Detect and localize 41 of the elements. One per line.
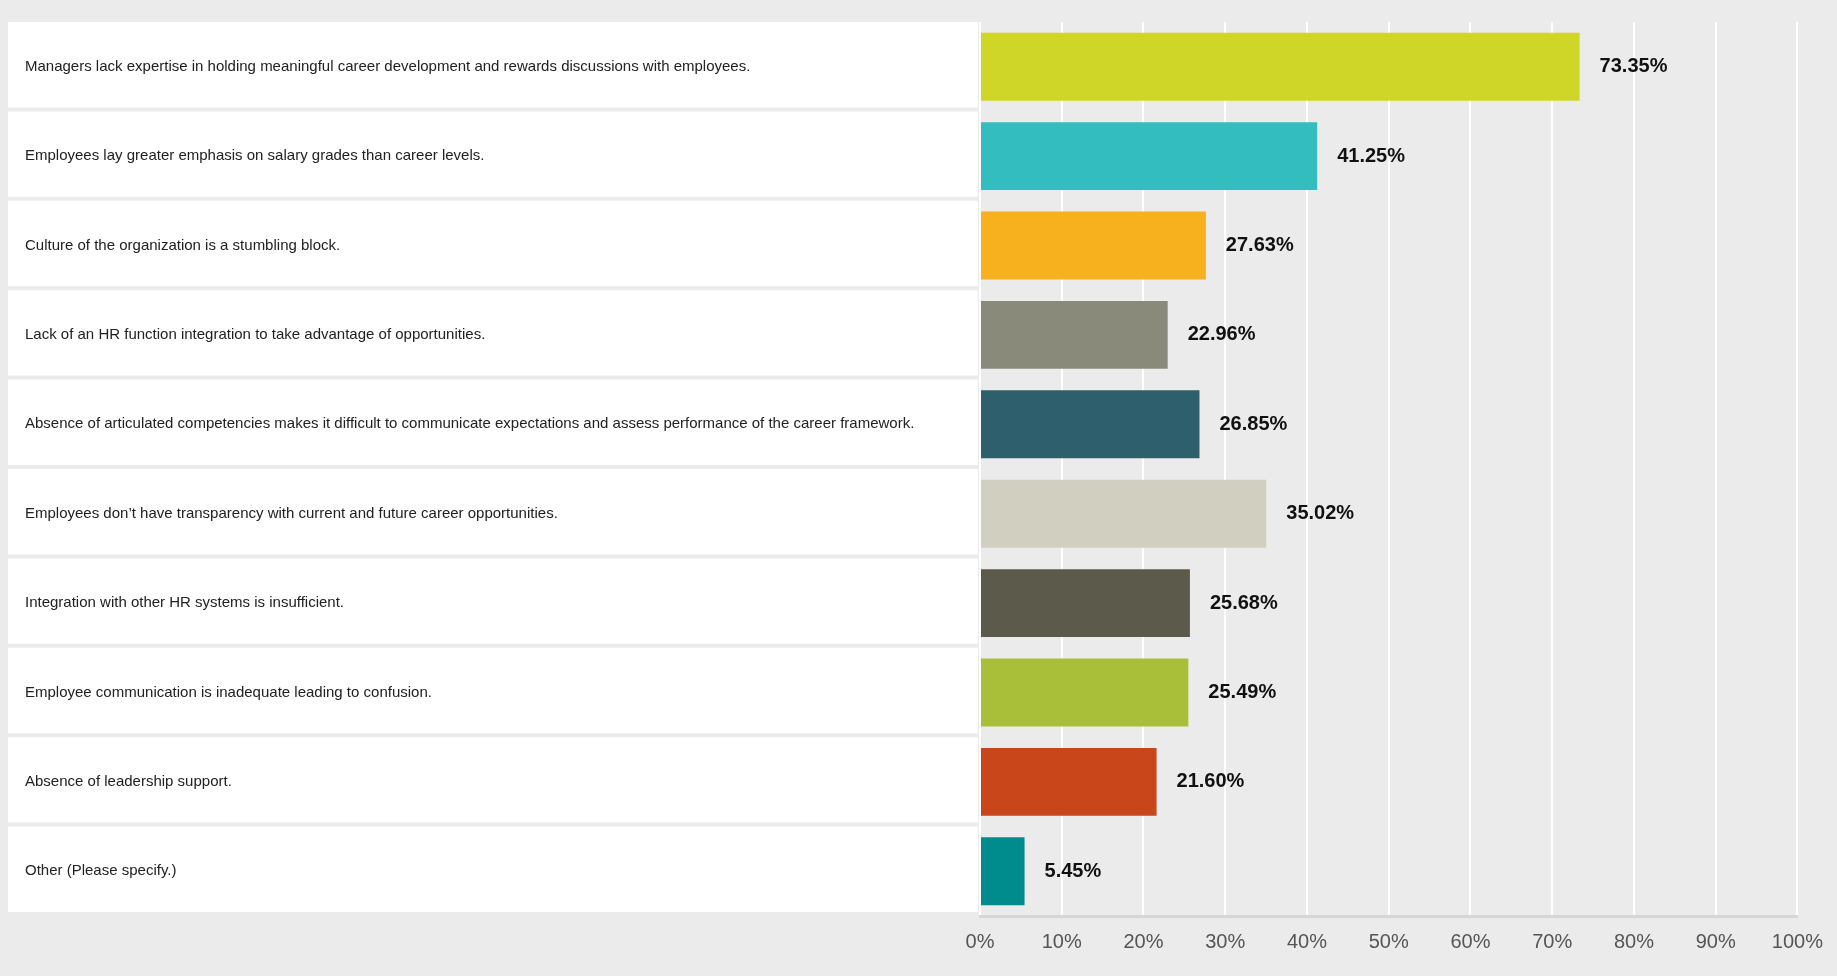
x-tick-label: 0% <box>965 929 995 952</box>
bar <box>981 32 1580 101</box>
bar <box>981 747 1157 816</box>
data-label: 35.02% <box>1286 501 1355 524</box>
data-label: 73.35% <box>1599 54 1668 77</box>
bar <box>981 479 1267 548</box>
bar <box>981 211 1206 280</box>
y-tick-label: Employee communication is inadequate leading to confusion. <box>25 682 432 700</box>
x-tick-label: 40% <box>1286 929 1328 952</box>
bar <box>981 837 1025 906</box>
bar <box>981 122 1318 191</box>
data-label: 25.68% <box>1209 590 1278 613</box>
x-tick-label: 90% <box>1695 929 1736 952</box>
x-tick-label: 60% <box>1450 929 1491 952</box>
y-tick-label: Absence of articulated competencies makes it difficult to communicate expectations and assess performance of the career framework. <box>25 414 915 432</box>
data-label: 22.96% <box>1187 322 1256 345</box>
x-tick-label: 10% <box>1041 929 1082 952</box>
data-label: 25.49% <box>1208 680 1277 703</box>
x-tick-label: 100% <box>1771 929 1824 952</box>
y-tick-label: Culture of the organization is a stumbling block. <box>25 235 341 253</box>
y-tick-label: Integration with other HR systems is insufficient. <box>25 593 345 611</box>
x-tick-label: 30% <box>1205 929 1246 952</box>
bar <box>981 658 1189 727</box>
data-label: 27.63% <box>1225 233 1294 256</box>
x-tick-label: 80% <box>1613 929 1655 952</box>
y-tick-label: Lack of an HR function integration to take advantage of opportunities. <box>25 325 486 343</box>
bar <box>981 569 1190 638</box>
x-tick-label: 50% <box>1368 929 1409 952</box>
data-label: 26.85% <box>1219 411 1288 434</box>
y-tick-label: Employees lay greater emphasis on salary grades than career levels. <box>25 146 485 164</box>
bar <box>981 300 1168 369</box>
y-tick-label: Employees don’t have transparency with current and future career opportunities. <box>25 503 558 521</box>
data-label: 5.45% <box>1044 858 1102 881</box>
x-tick-label: 70% <box>1532 929 1573 952</box>
y-tick-label: Managers lack expertise in holding meaningful career development and rewards discussions with employees. <box>25 56 751 74</box>
data-label: 41.25% <box>1337 143 1406 166</box>
x-tick-label: 20% <box>1123 929 1164 952</box>
data-label: 21.60% <box>1176 769 1245 792</box>
y-tick-label: Absence of leadership support. <box>25 772 232 790</box>
bar <box>981 390 1200 459</box>
y-tick-label: Other (Please specify.) <box>25 861 177 879</box>
